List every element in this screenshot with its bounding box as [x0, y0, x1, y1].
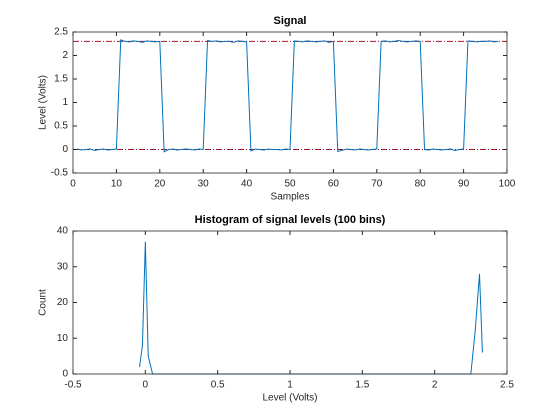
plot-area: [73, 32, 507, 173]
x-tick-label: 1: [287, 380, 293, 391]
x-tick-label: -0.5: [64, 380, 82, 391]
x-tick-label: 20: [154, 179, 166, 190]
chart-title: Histogram of signal levels (100 bins): [195, 214, 386, 226]
y-axis-label: Count: [38, 289, 49, 316]
chart-title: Signal: [273, 15, 306, 27]
y-axis-label: Level (Volts): [38, 75, 49, 130]
x-tick-label: 0: [70, 179, 76, 190]
x-tick-label: 30: [198, 179, 210, 190]
plot-area: [73, 231, 507, 374]
x-tick-label: 1.5: [355, 380, 369, 391]
x-tick-label: 40: [241, 179, 253, 190]
y-tick-label: 40: [57, 226, 69, 237]
x-tick-label: 90: [458, 179, 470, 190]
x-axis-label: Level (Volts): [262, 393, 317, 404]
y-tick-label: 2.5: [54, 27, 68, 38]
y-tick-label: 1.5: [54, 74, 68, 85]
y-tick-label: -0.5: [51, 168, 69, 179]
y-tick-label: 1: [62, 97, 68, 108]
x-tick-label: 2.5: [500, 380, 514, 391]
y-tick-label: 20: [57, 297, 69, 308]
x-tick-label: 50: [284, 179, 296, 190]
y-tick-label: 30: [57, 261, 69, 272]
x-tick-label: 80: [415, 179, 427, 190]
x-tick-label: 100: [499, 179, 516, 190]
data-line: [77, 39, 499, 153]
x-tick-label: 70: [371, 179, 383, 190]
y-tick-label: 0.5: [54, 121, 68, 132]
x-tick-label: 60: [328, 179, 340, 190]
x-tick-label: 2: [432, 380, 438, 391]
y-tick-label: 0: [62, 144, 68, 155]
x-tick-label: 0.5: [211, 380, 225, 391]
x-tick-label: 10: [111, 179, 123, 190]
x-axis-label: Samples: [271, 192, 310, 203]
y-tick-label: 10: [57, 333, 69, 344]
y-tick-label: 2: [62, 50, 68, 61]
y-tick-label: 0: [62, 369, 68, 380]
x-tick-label: 0: [143, 380, 149, 391]
